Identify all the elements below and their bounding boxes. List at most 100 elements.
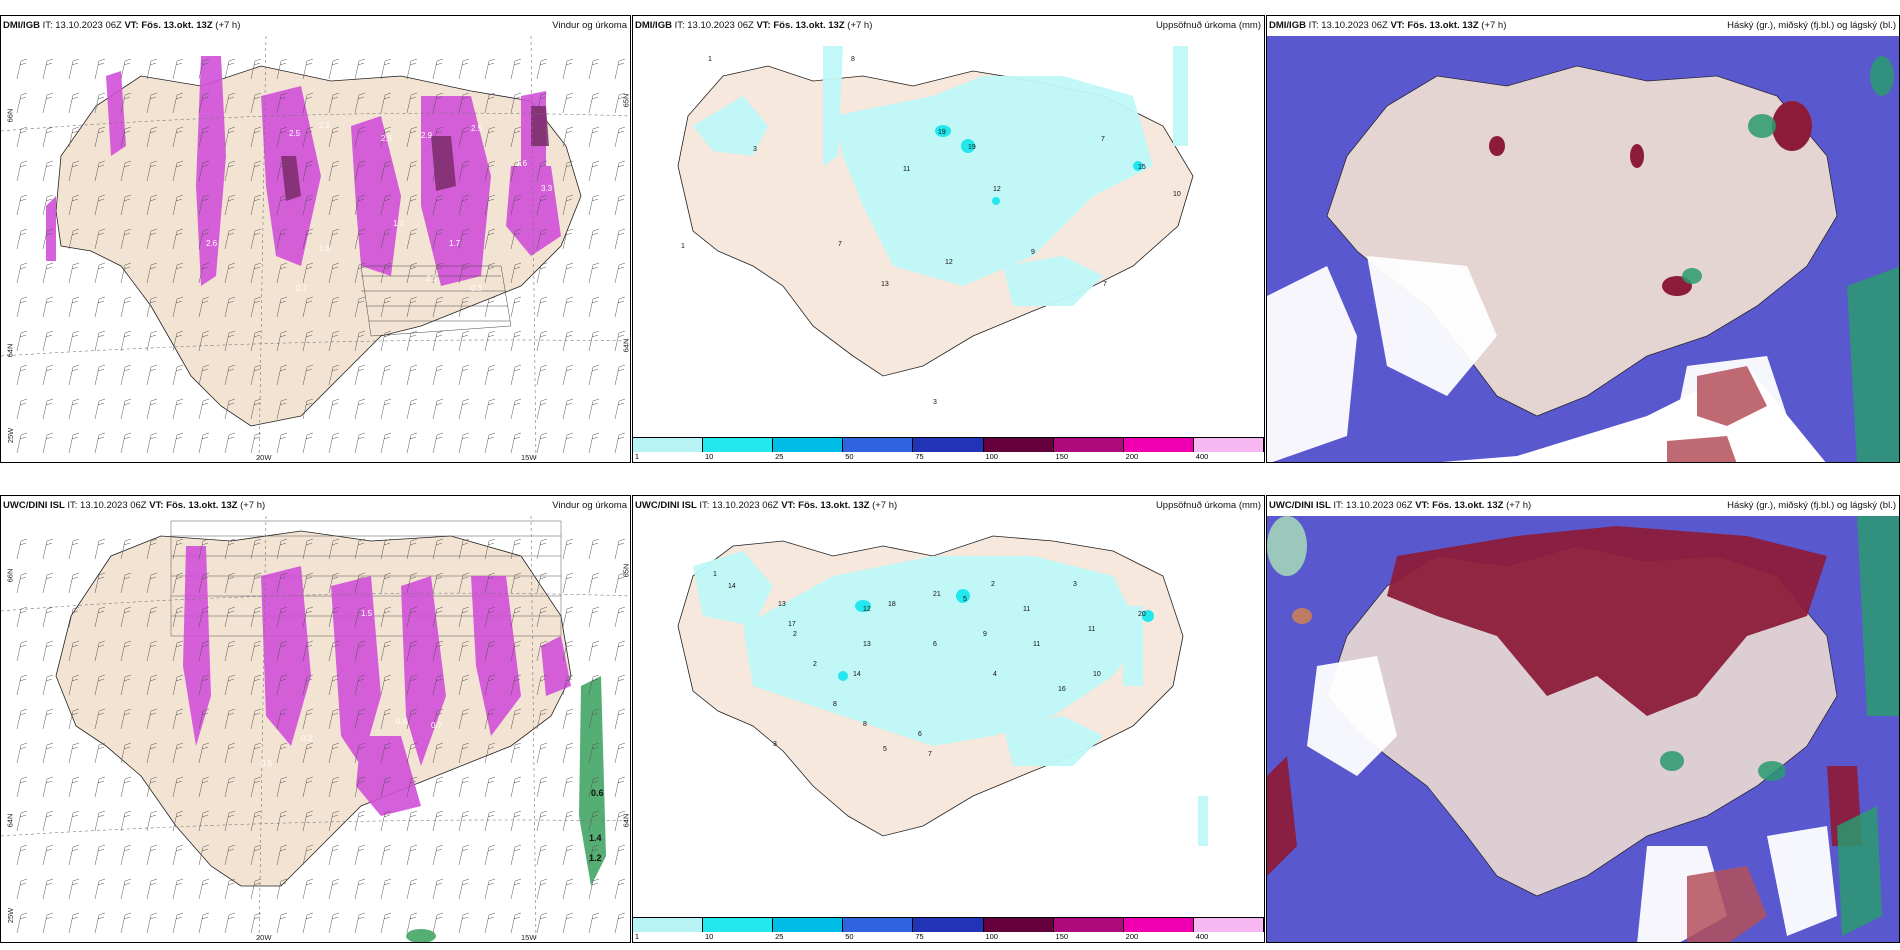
wind-barb [562,432,574,454]
colorbar-label: 1 [634,932,640,941]
wind-barb [458,606,470,628]
colorbar-label: 75 [915,932,924,941]
wind-barb [42,606,54,628]
wind-barb [42,810,54,832]
wind-barb [120,708,132,730]
wind-barb [406,432,418,454]
wind-barb [94,708,106,730]
wind-barb [458,262,470,284]
wind-barb [354,776,366,798]
wind-barb [68,810,80,832]
wind-barb [614,58,626,80]
wind-barb [536,296,548,318]
wind-barb [458,640,470,662]
wind-barb [432,776,444,798]
wind-barb [276,126,288,148]
map-panel-wind-precip-dmi: DMI/IGB IT: 13.10.2023 06Z VT: Fös. 13.o… [0,15,631,463]
wind-barb [380,126,392,148]
wind-barb [42,572,54,594]
wind-barb [198,810,210,832]
wind-barb [328,194,340,216]
wind-barb [276,262,288,284]
wind-barb [458,878,470,900]
wind-barb [458,330,470,352]
colorbar-cell [913,918,984,932]
precip-label: 0.6 [591,788,604,798]
wind-barb [198,262,210,284]
wind-barb [198,572,210,594]
wind-barb [16,640,28,662]
wind-barb [484,776,496,798]
wind-barb [510,92,522,114]
wind-barb [354,296,366,318]
wind-barb [250,398,262,420]
wind-barb [588,606,600,628]
wind-barb [302,126,314,148]
precip-label: 0.7 [431,721,443,730]
wind-barb [354,708,366,730]
wind-barb [250,228,262,250]
wind-barb [68,538,80,560]
colorbar: 1 10 25 50 75 100 150 200 400 [633,437,1264,462]
wind-barb [146,398,158,420]
valid-time: VT: Fös. 13.okt. 13Z [1390,20,1479,31]
wind-barb [328,398,340,420]
precip-label: 0.3 [301,734,313,743]
lead-time: (+7 h) [240,500,266,511]
wind-barb [406,742,418,764]
wind-barb [328,912,340,934]
wind-barb [198,912,210,934]
wind-barb [562,58,574,80]
grid-lines [1,36,630,462]
wind-barbs [16,538,626,934]
wind-barb [146,432,158,454]
wind-barb [302,398,314,420]
wind-barb [354,330,366,352]
wind-barb [224,810,236,832]
precip-label: 11 [1033,641,1040,648]
wind-barb [16,160,28,182]
wind-barb [588,160,600,182]
wind-barb [224,844,236,866]
wind-barb [120,742,132,764]
wind-barb [328,708,340,730]
wind-barb [94,538,106,560]
wind-barb [16,912,28,934]
wind-barb [94,262,106,284]
wind-barb [120,296,132,318]
wind-barb [302,92,314,114]
wind-barb [588,878,600,900]
wind-barb [276,878,288,900]
wind-barb [328,640,340,662]
wind-barb [536,262,548,284]
wind-barb [94,160,106,182]
wind-barb [432,398,444,420]
precip-label: 9 [1031,249,1035,256]
colorbar-cell [913,438,984,452]
precip-label: 2.5 [289,129,301,138]
wind-barb [42,742,54,764]
precip-label: 0.4 [396,717,408,726]
wind-barb [146,742,158,764]
wind-barb [588,92,600,114]
wind-barb [536,776,548,798]
wind-barb [198,776,210,798]
wind-barb [250,330,262,352]
wind-barb [510,810,522,832]
precip-label: 0.5 [261,759,273,768]
wind-barb [562,708,574,730]
wind-barb [380,58,392,80]
panel-title: Vindur og úrkoma [552,20,627,31]
wind-barb [94,194,106,216]
wind-barb [536,538,548,560]
wind-barb [16,844,28,866]
precip-label: 7 [838,241,842,248]
wind-barb [354,58,366,80]
wind-barb [406,194,418,216]
lead-time: (+7 h) [215,20,241,31]
wind-barb [510,606,522,628]
wind-barb [406,572,418,594]
wind-barb [198,330,210,352]
wind-barb [510,538,522,560]
wind-barb [614,674,626,696]
